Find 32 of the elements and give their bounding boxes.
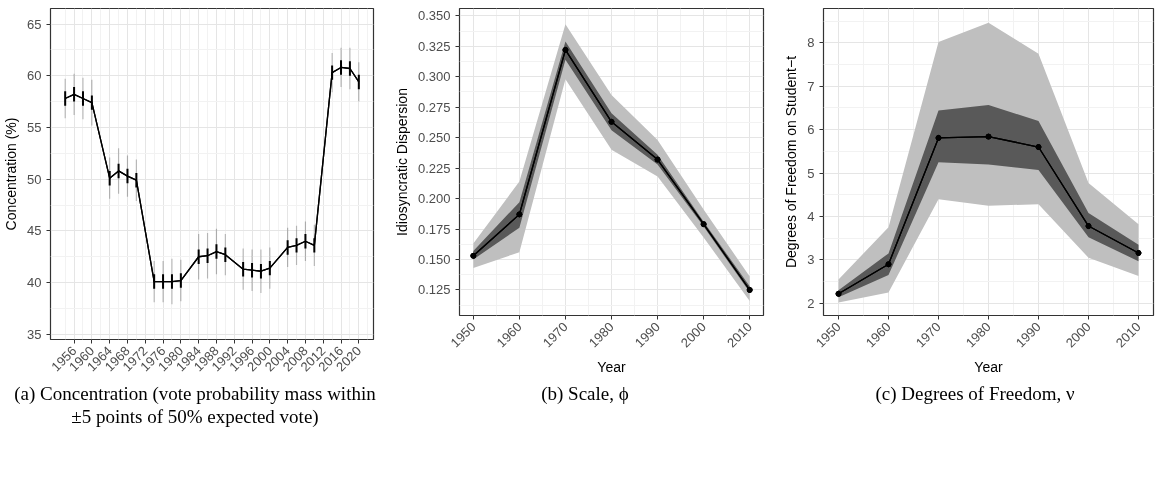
y-tick-label: 40 bbox=[27, 275, 42, 291]
y-tick-label: 4 bbox=[807, 209, 815, 224]
y-tick-label: 50 bbox=[27, 171, 42, 187]
y-tick-label: 0.350 bbox=[417, 8, 451, 24]
y-tick-label: 0.200 bbox=[417, 191, 451, 207]
y-axis-title: Idiosyncratic Dispersion bbox=[393, 88, 410, 236]
y-tick-label: 35 bbox=[27, 326, 42, 342]
y-tick-label: 0.250 bbox=[417, 130, 451, 146]
y-tick-label: 55 bbox=[27, 119, 42, 135]
y-tick-label: 5 bbox=[807, 165, 815, 181]
y-tick-label: 2 bbox=[807, 295, 815, 311]
y-tick-label: 6 bbox=[807, 122, 815, 138]
y-tick-label: 60 bbox=[27, 68, 42, 84]
text: (c) Degrees of Freedom, ν bbox=[875, 383, 1075, 406]
text: (a) Concentration (vote probability mass within ±5 points of 50% expected vote) bbox=[13, 383, 377, 429]
y-tick-label: 0.175 bbox=[417, 221, 451, 237]
y-tick-label: 0.275 bbox=[417, 99, 451, 115]
y-tick-label: 7 bbox=[807, 78, 815, 94]
y-tick-label: 8 bbox=[807, 35, 815, 51]
text: (b) Scale, ϕ bbox=[541, 383, 629, 406]
y-tick-label: 0.150 bbox=[417, 251, 451, 267]
y-tick-label: 65 bbox=[27, 16, 42, 32]
y-axis-title: Degrees of Freedom on Student−t bbox=[783, 55, 800, 269]
y-tick-label: 45 bbox=[27, 223, 42, 239]
x-axis-title: Year bbox=[974, 359, 1003, 376]
y-tick-label: 0.125 bbox=[417, 282, 451, 298]
y-tick-label: 0.300 bbox=[417, 69, 451, 85]
y-tick-label: 0.225 bbox=[417, 160, 451, 176]
x-axis-title: Year bbox=[597, 359, 626, 376]
y-tick-label: 0.325 bbox=[417, 38, 451, 54]
y-axis-title: Concentration (%) bbox=[3, 117, 20, 231]
y-tick-label: 3 bbox=[807, 252, 815, 268]
